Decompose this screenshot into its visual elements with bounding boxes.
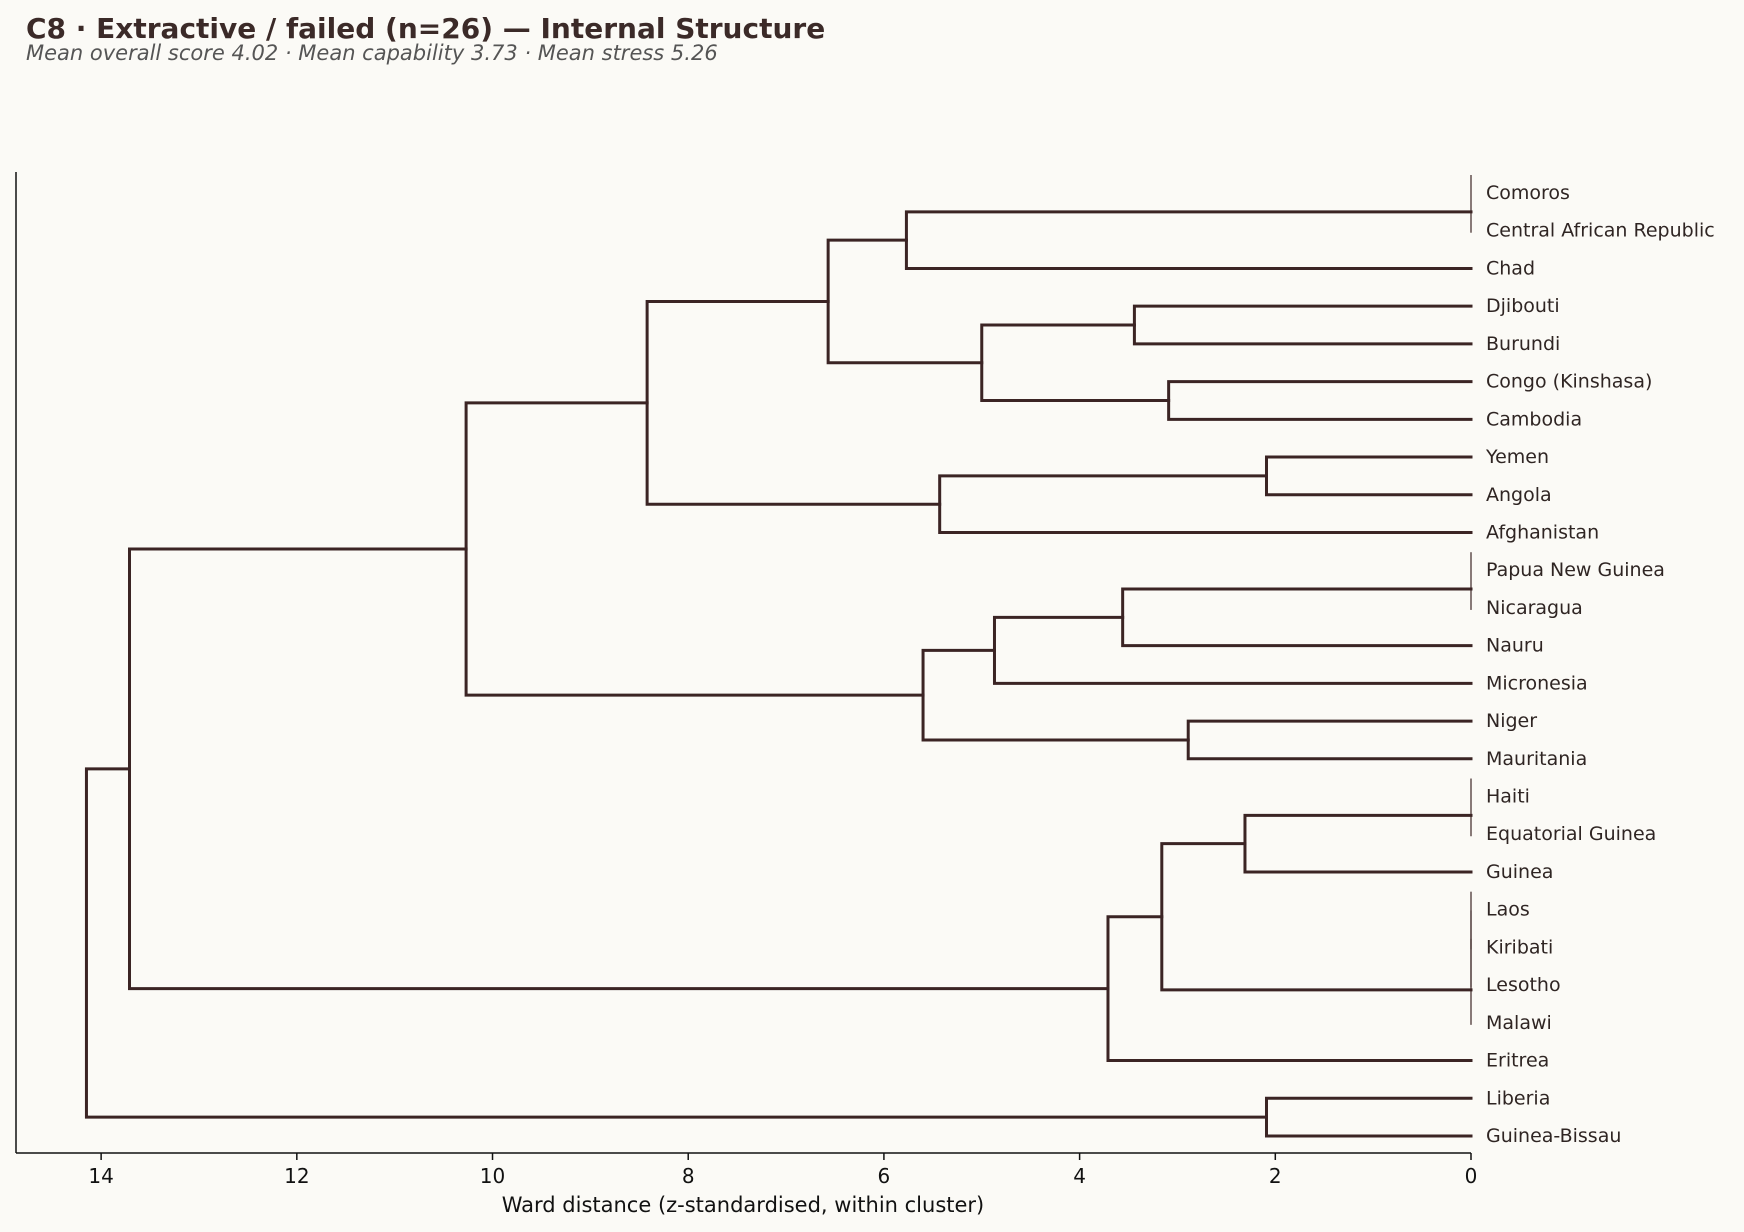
leaf-label: Djibouti: [1486, 295, 1560, 317]
x-tick-label: 14: [88, 1164, 113, 1188]
dendrogram-link-m4: [1167, 380, 1473, 421]
leaf-label: Burundi: [1486, 333, 1560, 355]
dendrogram-link-m12: [992, 615, 1473, 685]
x-tick-label: 12: [284, 1164, 309, 1188]
leaf-label: Afghanistan: [1486, 521, 1599, 543]
x-tick-label: 2: [1269, 1164, 1282, 1188]
dendrogram-link-m13: [1186, 719, 1473, 761]
dendrogram-links: [84, 175, 1473, 1138]
dendrogram-link-m11: [1121, 587, 1473, 648]
dendrogram-link-m3: [1132, 304, 1473, 346]
leaf-label: Comoros: [1486, 182, 1570, 204]
x-axis-label: Ward distance (z-standardised, within cl…: [502, 1193, 985, 1217]
leaf-label: Cambodia: [1486, 408, 1582, 430]
dendrogram-link-m8: [938, 474, 1473, 534]
leaf-label: Laos: [1486, 899, 1530, 921]
leaf-label: Angola: [1486, 484, 1552, 506]
chart-title: C8 · Extractive / failed (n=26) — Intern…: [26, 12, 825, 45]
leaf-label: Chad: [1486, 257, 1535, 279]
leaf-label: Kiribati: [1486, 936, 1553, 958]
dendrogram-link-m2: [904, 210, 1473, 270]
leaf-label: Guinea: [1486, 861, 1553, 883]
leaf-labels: Comoros Central African Republic Chad Djibo…: [1485, 182, 1715, 1147]
dendrogram-link-m14: [921, 648, 1190, 742]
leaf-label: Central African Republic: [1486, 220, 1715, 242]
x-tick-label: 10: [480, 1164, 505, 1188]
leaf-label: Niger: [1486, 710, 1537, 732]
dendrogram-link-m9: [645, 299, 942, 506]
x-tick-label: 0: [1465, 1164, 1478, 1188]
leaf-label: Nauru: [1486, 635, 1544, 657]
leaf-label: Guinea-Bissau: [1486, 1125, 1621, 1147]
chart-subtitle: Mean overall score 4.02 · Mean capabilit…: [26, 41, 718, 65]
leaf-label: Eritrea: [1486, 1050, 1549, 1072]
x-axis-ticks: 14 12 10 8 6 4 2 0: [88, 1153, 1477, 1188]
leaf-label: Nicaragua: [1486, 597, 1583, 619]
dendrogram-link-m7: [1265, 455, 1473, 497]
dendrogram-link-m24: [1265, 1096, 1473, 1138]
dendrogram-link-m5: [980, 323, 1171, 402]
dendrogram-link-m17: [1243, 813, 1473, 874]
leaf-label: Micronesia: [1486, 672, 1588, 694]
leaf-label: Papua New Guinea: [1486, 559, 1665, 581]
leaf-label: Haiti: [1486, 786, 1530, 808]
leaf-label: Yemen: [1485, 446, 1549, 468]
leaf-label: Equatorial Guinea: [1486, 823, 1656, 845]
dendrogram-link-m23: [128, 547, 1110, 991]
dendrogram-link-m25: [84, 767, 1268, 1119]
x-tick-label: 4: [1073, 1164, 1086, 1188]
leaf-label: Liberia: [1486, 1087, 1550, 1109]
dendrogram-link-m15: [464, 401, 925, 697]
leaf-label: Congo (Kinshasa): [1486, 371, 1652, 393]
leaf-label: Malawi: [1486, 1012, 1552, 1034]
leaf-label: Lesotho: [1486, 974, 1561, 996]
dendrogram-link-m21: [1160, 842, 1473, 992]
x-tick-label: 8: [682, 1164, 695, 1188]
leaf-label: Mauritania: [1486, 748, 1587, 770]
x-tick-label: 6: [878, 1164, 891, 1188]
